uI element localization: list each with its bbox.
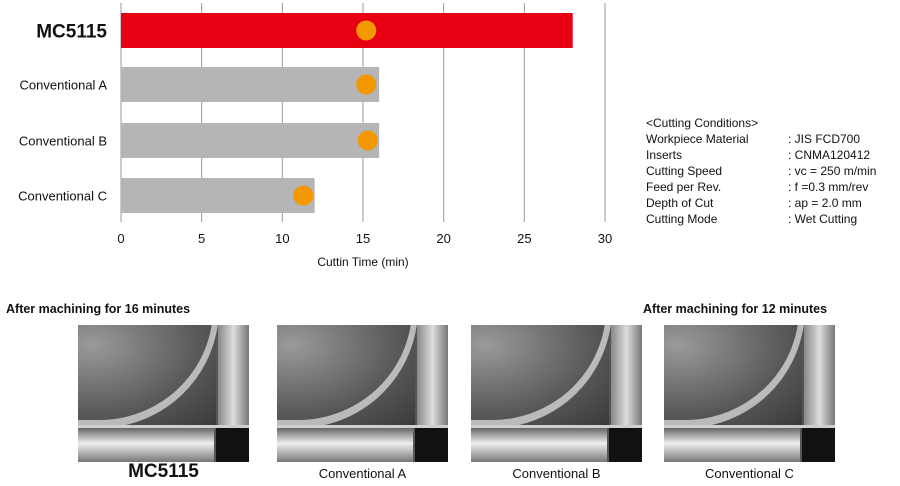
condition-value: : ap = 2.0 mm [788,196,862,210]
photo-label: MC5115 [128,461,199,482]
condition-key: Cutting Speed [646,164,723,178]
x-tick-label: 10 [275,231,289,246]
x-axis-label: Cuttin Time (min) [317,255,408,269]
condition-row: Workpiece Material : JIS FCD700 [646,131,876,147]
header-12-minutes: After machining for 12 minutes [643,302,828,316]
condition-key: Cutting Mode [646,212,718,226]
photo-label: Conventional A [318,466,407,481]
marker-dot [293,185,314,206]
condition-value: : Wet Cutting [788,212,858,226]
category-label: Conventional C [18,189,107,204]
condition-key: Inserts [646,148,683,162]
condition-value: : vc = 250 m/min [788,164,877,178]
wear-photo-conventional-a [277,325,448,462]
bar [121,67,380,102]
cutting-time-chart: 0 5 10 15 20 25 30 Cuttin Time (min) MC5115 Conve… [18,3,612,269]
bar [121,178,315,213]
condition-key: Feed per Rev. [646,180,722,194]
wear-photo-conventional-b [471,325,642,462]
condition-row: Depth of Cut : ap = 2.0 mm [646,195,876,211]
x-tick-label: 0 [117,231,124,246]
marker-dot [357,130,378,151]
photo-label: Conventional B [512,466,601,481]
x-tick-label: 30 [598,231,612,246]
condition-value: : CNMA120412 [788,148,871,162]
condition-row: Cutting Mode : Wet Cutting [646,211,876,227]
category-label: Conventional A [20,78,108,93]
condition-key: Workpiece Material [646,132,749,146]
condition-key: Depth of Cut [646,196,714,210]
cutting-conditions: <Cutting Conditions> Workpiece Material:… [646,115,876,227]
bar [121,123,380,158]
x-tick-label: 25 [517,231,531,246]
wear-photo-conventional-c [664,325,835,462]
x-tick-label: 15 [356,231,370,246]
conditions-title: <Cutting Conditions> [646,116,759,130]
condition-row: Feed per Rev. : f =0.3 mm/rev [646,179,876,195]
category-label: MC5115 [36,22,107,43]
condition-row: Cutting Speed : vc = 250 m/min [646,163,876,179]
wear-photo-mc5115 [78,325,249,462]
header-16-minutes: After machining for 16 minutes [6,302,191,316]
condition-value: : JIS FCD700 [788,132,861,146]
marker-dot [356,74,377,95]
condition-row: Inserts : CNMA120412 [646,147,876,163]
photo-label: Conventional C [705,466,794,481]
category-label: Conventional B [19,134,107,149]
marker-dot [356,20,377,41]
condition-value: : f =0.3 mm/rev [788,180,869,194]
x-tick-label: 20 [436,231,450,246]
bar [121,13,573,48]
x-tick-label: 5 [198,231,205,246]
